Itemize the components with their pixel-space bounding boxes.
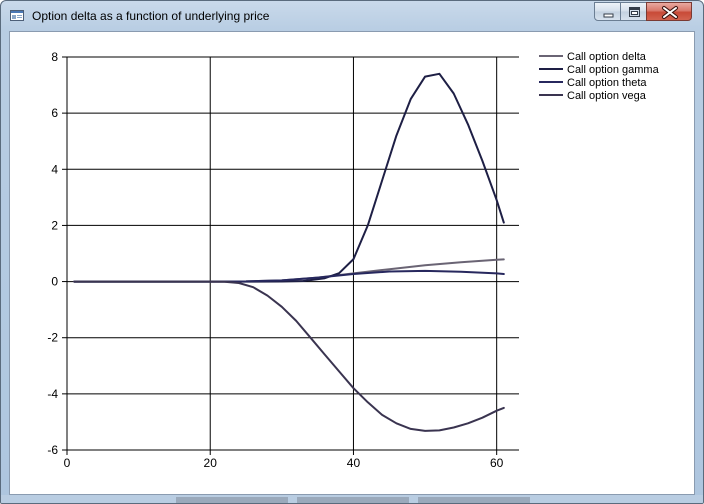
grid (67, 56, 519, 451)
window-bottom-strip (1, 495, 703, 503)
x-tick-label: 60 (490, 456, 504, 470)
minimize-icon (603, 13, 614, 18)
y-tick-label: -4 (47, 387, 58, 401)
close-icon (662, 6, 678, 19)
maximize-button[interactable] (620, 2, 647, 21)
x-tick-label: 40 (347, 456, 361, 470)
y-tick-label: 4 (51, 162, 58, 176)
legend-label-theta: Call option theta (567, 77, 647, 89)
title-bar[interactable]: Option delta as a function of underlying… (1, 1, 703, 31)
chart-area: -6 -4 -2 0 2 4 6 8 0 20 40 60 Call option delta Call… (9, 31, 695, 495)
legend-label-gamma: Call option gamma (567, 64, 660, 76)
y-tick-label: 2 (51, 218, 58, 232)
maximize-icon (629, 7, 640, 17)
close-button[interactable] (646, 2, 692, 21)
minimize-button[interactable] (594, 2, 621, 21)
y-tick-label: 8 (51, 50, 58, 64)
x-tick-label: 0 (64, 456, 71, 470)
legend-label-delta: Call option delta (567, 51, 647, 63)
y-tick-label: 0 (51, 275, 58, 289)
y-tick-label: 6 (51, 106, 58, 120)
y-tick-label: -2 (47, 331, 58, 345)
series-line-gamma (73, 72, 505, 283)
series-line-vega (73, 280, 505, 432)
window-title: Option delta as a function of underlying… (32, 9, 270, 23)
series-lines (73, 72, 505, 432)
series-line-theta (73, 269, 505, 283)
y-tick-label: -6 (47, 443, 58, 457)
legend-label-vega: Call option vega (567, 90, 647, 102)
axes: -6 -4 -2 0 2 4 6 8 0 20 40 60 (47, 50, 519, 470)
x-tick-label: 20 (204, 456, 218, 470)
app-window-icon (10, 10, 24, 21)
